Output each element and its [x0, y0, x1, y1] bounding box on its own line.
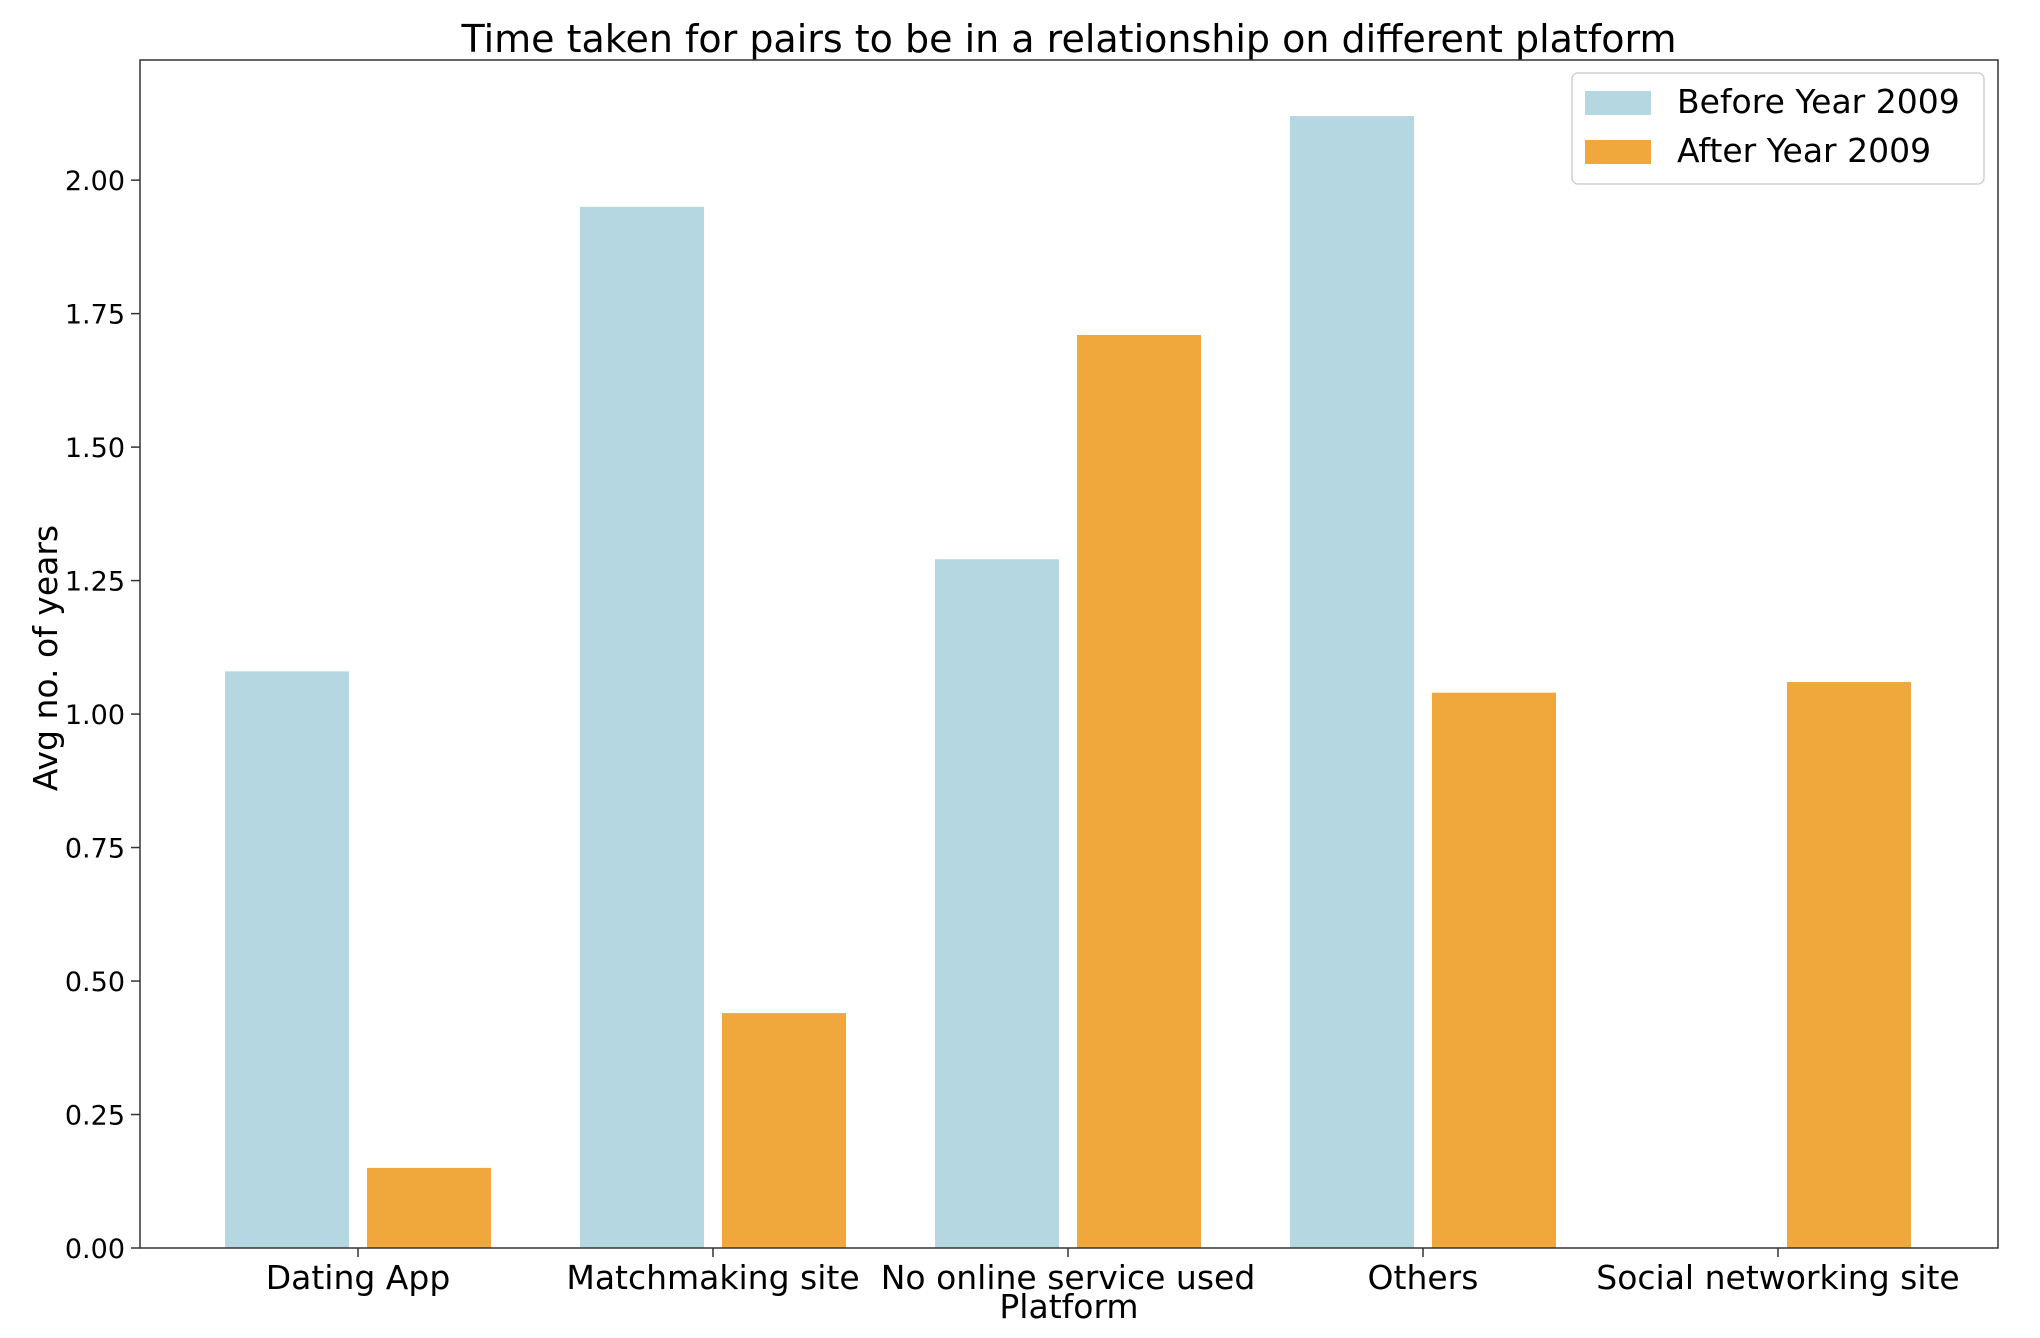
y-tick-label: 0.25	[65, 1101, 125, 1132]
legend: Before Year 2009 After Year 2009	[1571, 72, 1985, 185]
x-tick-label: No online service used	[881, 1258, 1256, 1297]
bars-group	[225, 116, 1911, 1249]
y-tick-label: 0.50	[65, 967, 125, 998]
bar-before-0	[225, 671, 349, 1248]
bar-before-2	[935, 559, 1059, 1248]
x-tick-label: Matchmaking site	[566, 1258, 859, 1297]
y-tick-label: 0.75	[65, 834, 125, 865]
bar-after-3	[1432, 692, 1556, 1248]
y-axis-label: Avg no. of years	[26, 525, 65, 791]
x-tick-label: Others	[1368, 1258, 1479, 1297]
x-ticks-group: Dating App Matchmaking site No online serv…	[266, 1248, 1960, 1297]
x-axis-label: Platform	[999, 1287, 1138, 1326]
legend-swatch	[1585, 140, 1651, 164]
bar-before-3	[1290, 116, 1414, 1249]
bar-after-2	[1077, 334, 1201, 1248]
chart-title: Time taken for pairs to be in a relation…	[461, 17, 1677, 61]
bar-before-1	[580, 206, 704, 1249]
bar-after-1	[722, 1013, 846, 1248]
y-tick-label: 0.00	[65, 1234, 125, 1265]
y-tick-label: 1.00	[65, 700, 125, 731]
y-tick-label: 1.75	[65, 300, 125, 331]
legend-label: Before Year 2009	[1677, 82, 1960, 121]
bar-after-0	[367, 1167, 491, 1248]
y-tick-label: 1.25	[65, 567, 125, 598]
y-ticks-group: 0.00 0.25 0.50 0.75 1.00 1.25 1.50 1.75 2.00	[65, 166, 140, 1265]
legend-swatch	[1585, 91, 1651, 115]
legend-box	[1571, 72, 1985, 185]
plot-frame	[139, 59, 1999, 1249]
x-tick-label: Dating App	[266, 1258, 451, 1297]
y-tick-label: 1.50	[65, 433, 125, 464]
bar-after-4	[1787, 682, 1911, 1248]
legend-label: After Year 2009	[1677, 131, 1931, 170]
y-tick-label: 2.00	[65, 166, 125, 197]
x-tick-label: Social networking site	[1596, 1258, 1959, 1297]
